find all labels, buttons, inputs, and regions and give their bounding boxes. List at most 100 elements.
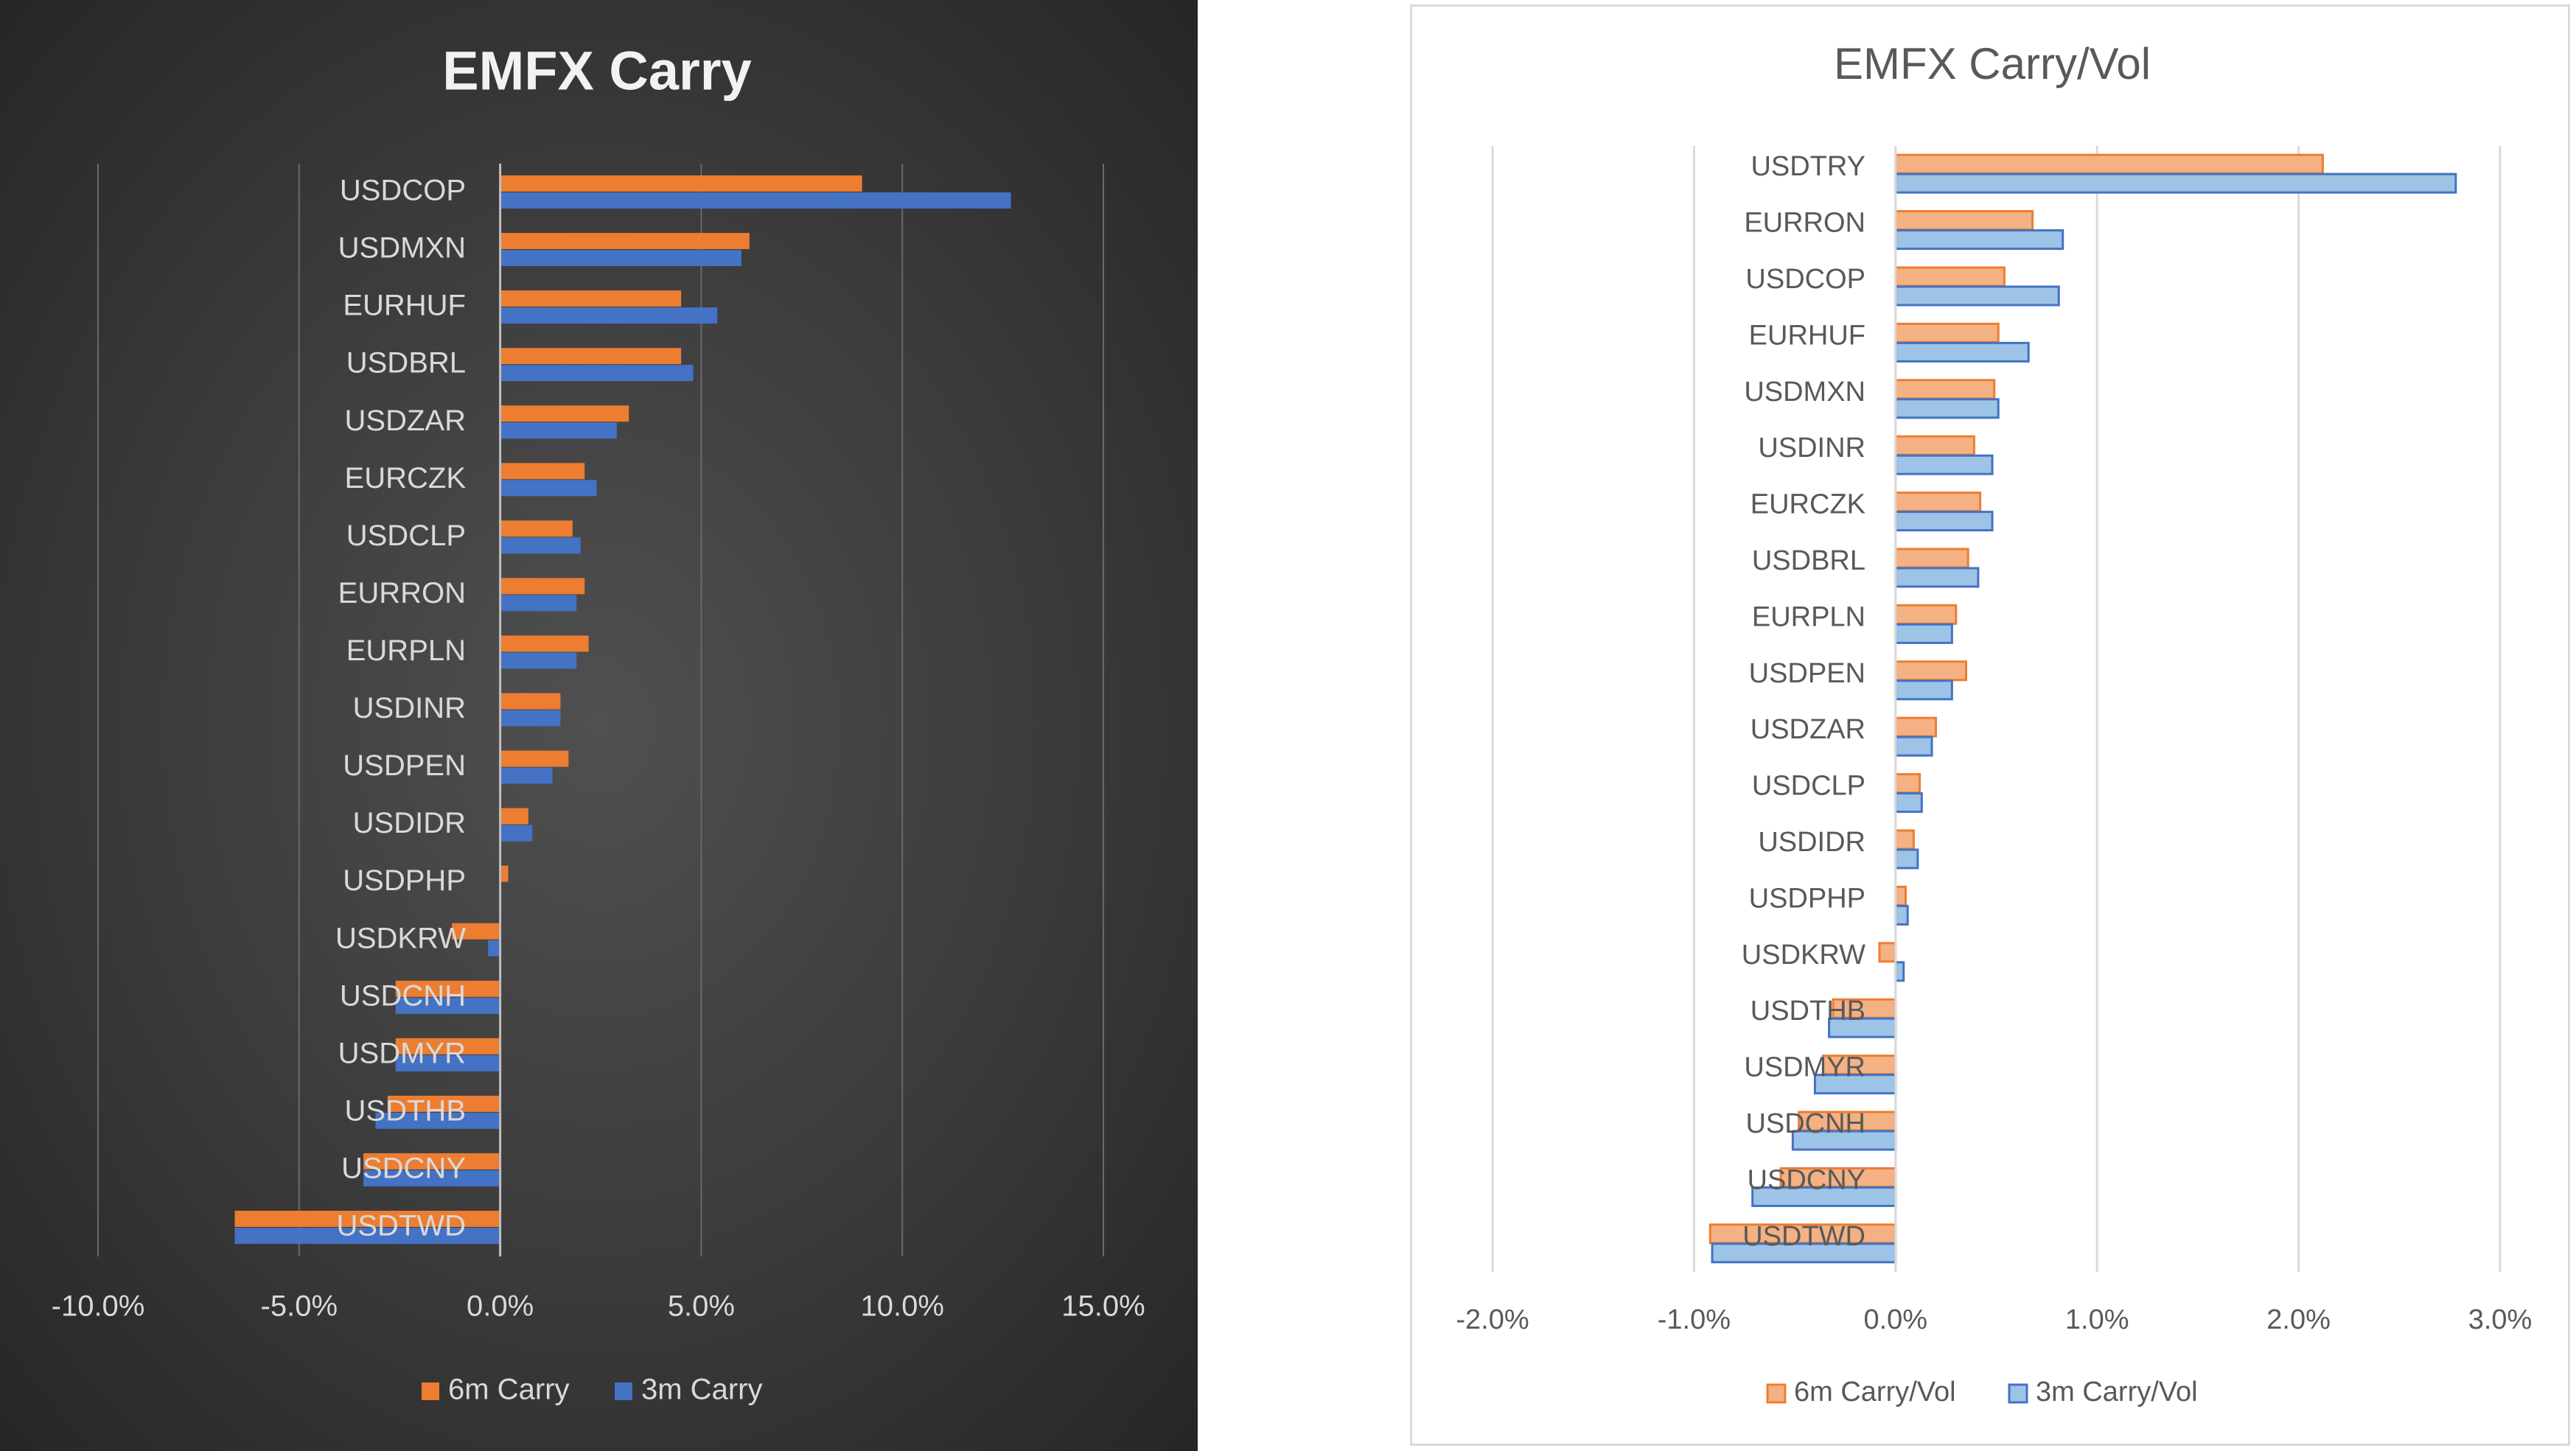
bar-usdphp-3m-carry-vol <box>1894 904 1909 926</box>
bar-usdzar-3m-carry <box>500 422 617 439</box>
chart-title: EMFX Carry <box>442 41 751 102</box>
category-label: EURCZK <box>345 462 467 494</box>
legend-swatch-3m-carry-vol <box>2008 1383 2028 1404</box>
x-tick-label: 3.0% <box>2468 1304 2533 1335</box>
category-label: USDIDR <box>353 807 466 839</box>
category-label: USDBRL <box>1752 545 1865 576</box>
bar-usdtwd-6m-carry-vol <box>1708 1223 1897 1245</box>
bar-eurron-6m-carry-vol <box>1894 210 2034 231</box>
category-label: USDTRY <box>1751 151 1865 182</box>
category-label: USDCNH <box>340 979 466 1012</box>
bar-usdinr-6m-carry-vol <box>1894 435 1975 456</box>
bar-usdclp-6m-carry <box>500 520 573 537</box>
x-tick-label: 15.0% <box>1061 1290 1145 1323</box>
x-tick-label: 10.0% <box>860 1290 943 1323</box>
bar-usdcnh-6m-carry-vol <box>1798 1111 1897 1132</box>
category-label: EURHUF <box>1749 320 1865 351</box>
bar-usdmyr-3m-carry-vol <box>1813 1074 1897 1095</box>
category-label: EURRON <box>1744 208 1865 239</box>
category-label: USDZAR <box>1751 714 1865 745</box>
bar-usdcnh-3m-carry <box>395 997 500 1014</box>
category-label: USDZAR <box>345 405 466 437</box>
x-tick-label: 2.0% <box>2266 1304 2331 1335</box>
category-label: USDCOP <box>340 175 466 207</box>
bar-eurczk-6m-carry-vol <box>1894 492 1982 513</box>
bar-usdclp-3m-carry <box>500 537 581 554</box>
bar-usdidr-3m-carry-vol <box>1894 848 1919 870</box>
bar-usdkrw-3m-carry-vol <box>1894 961 1905 982</box>
bar-usdbrl-6m-carry-vol <box>1894 548 1969 569</box>
legend-label: 6m Carry/Vol <box>1794 1377 1956 1408</box>
bar-usdcny-6m-carry <box>363 1153 500 1169</box>
x-tick-label: 5.0% <box>668 1290 735 1323</box>
x-tick-label: -2.0% <box>1456 1304 1529 1335</box>
category-label: USDIDR <box>1758 827 1865 858</box>
x-tick-label: -1.0% <box>1658 1304 1731 1335</box>
bar-usdzar-3m-carry-vol <box>1894 735 1933 757</box>
bar-usdkrw-6m-carry-vol <box>1878 942 1897 963</box>
x-tick-label: -5.0% <box>261 1290 338 1323</box>
bar-eurron-3m-carry-vol <box>1894 229 2064 251</box>
bar-eurhuf-6m-carry-vol <box>1894 322 2000 343</box>
emfx-carry-vol-chart: EMFX Carry/Vol -2.0% -1.0% 0.0% 1.0% 2.0% 3.0%… <box>1410 4 2570 1446</box>
bar-usdcnh-3m-carry-vol <box>1791 1130 1897 1151</box>
category-label: USDMXN <box>1744 377 1865 408</box>
bar-usdthb-6m-carry-vol <box>1832 998 1897 1019</box>
bar-usdtry-3m-carry-vol <box>1894 172 2457 194</box>
category-label: USDCNY <box>1748 1164 1865 1195</box>
bar-eurhuf-3m-carry-vol <box>1894 341 2030 363</box>
category-label: USDCOP <box>1745 264 1865 295</box>
category-label: USDTHB <box>345 1094 466 1127</box>
bar-usdphp-6m-carry-vol <box>1894 885 1907 906</box>
legend-swatch-6m-carry-vol <box>1766 1383 1787 1404</box>
x-tick-label: 0.0% <box>1863 1304 1927 1335</box>
category-label: USDTWD <box>1742 1221 1865 1252</box>
bar-usdpen-6m-carry <box>500 750 569 767</box>
legend-label: 6m Carry <box>448 1374 569 1406</box>
category-label: USDCNH <box>1745 1108 1865 1139</box>
bar-eurczk-3m-carry-vol <box>1894 511 1994 532</box>
category-label: USDTWD <box>336 1210 466 1242</box>
category-label: USDPHP <box>343 864 466 897</box>
category-label: USDMYR <box>338 1037 466 1069</box>
category-label: USDPHP <box>1749 883 1865 914</box>
category-label: USDCNY <box>341 1152 466 1184</box>
bar-usdinr-3m-carry-vol <box>1894 454 1994 475</box>
bar-eurhuf-6m-carry <box>500 290 682 307</box>
bar-usdcop-6m-carry-vol <box>1894 266 2006 287</box>
category-label: EURPLN <box>346 634 466 667</box>
bar-eurron-6m-carry <box>500 578 585 595</box>
bar-usdthb-6m-carry <box>387 1095 500 1112</box>
category-label: USDTHB <box>1751 996 1865 1027</box>
bar-usdthb-3m-carry-vol <box>1828 1017 1897 1038</box>
bar-usdpen-3m-carry-vol <box>1894 679 1953 701</box>
bar-eurpln-6m-carry <box>500 635 589 652</box>
bar-eurron-3m-carry <box>500 595 577 612</box>
bar-usdcop-3m-carry <box>500 192 1011 209</box>
x-tick-label: 1.0% <box>2065 1304 2129 1335</box>
bar-usdcop-6m-carry <box>500 175 862 192</box>
x-tick-label: 0.0% <box>467 1290 534 1323</box>
bar-eurpln-6m-carry-vol <box>1894 604 1958 625</box>
category-label: EURHUF <box>343 290 466 322</box>
bar-usdmxn-6m-carry <box>500 233 750 250</box>
category-label: USDMXN <box>338 232 466 265</box>
bar-eurczk-3m-carry <box>500 480 597 497</box>
bar-usdidr-6m-carry <box>500 808 528 825</box>
bar-usdbrl-3m-carry-vol <box>1894 567 1980 588</box>
bar-usdthb-3m-carry <box>375 1112 500 1129</box>
bar-usdkrw-6m-carry <box>452 923 500 940</box>
category-label: USDPEN <box>1749 658 1865 689</box>
category-label: USDBRL <box>346 347 466 380</box>
category-label: USDKRW <box>335 922 466 954</box>
bar-usdbrl-6m-carry <box>500 348 682 365</box>
legend-label: 3m Carry/Vol <box>2036 1377 2198 1408</box>
bar-usdidr-6m-carry-vol <box>1894 829 1915 850</box>
category-label: EURCZK <box>1751 489 1865 520</box>
legend-swatch-3m-carry <box>615 1382 632 1400</box>
bar-usdzar-6m-carry <box>500 405 629 422</box>
emfx-carry-vol-plot: EMFX Carry/Vol -2.0% -1.0% 0.0% 1.0% 2.0% 3.0%… <box>1456 39 2533 1408</box>
bar-eurpln-3m-carry-vol <box>1894 623 1953 644</box>
bar-usdphp-6m-carry <box>500 865 509 882</box>
bar-eurczk-6m-carry <box>500 463 585 480</box>
